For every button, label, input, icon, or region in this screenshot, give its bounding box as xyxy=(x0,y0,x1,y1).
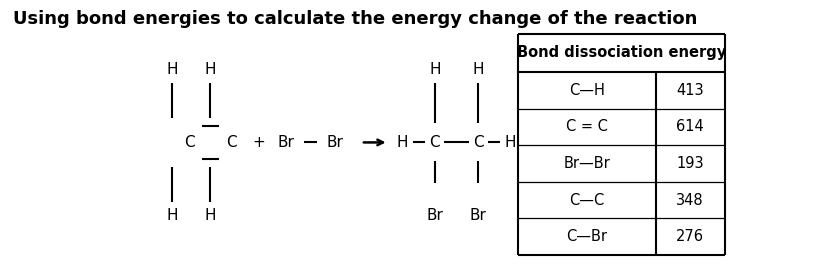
Text: 413: 413 xyxy=(676,83,704,98)
Text: H: H xyxy=(166,62,178,77)
Text: C—H: C—H xyxy=(569,83,605,98)
Text: H: H xyxy=(166,208,178,223)
Text: H: H xyxy=(505,135,517,150)
Text: H: H xyxy=(396,135,408,150)
Text: H: H xyxy=(429,62,440,77)
Text: H: H xyxy=(205,62,216,77)
Text: C = C: C = C xyxy=(565,119,607,134)
Text: C—C: C—C xyxy=(569,193,604,208)
Text: Br—Br: Br—Br xyxy=(564,156,610,171)
Text: +: + xyxy=(252,135,265,150)
Text: 276: 276 xyxy=(676,229,704,244)
Text: Br: Br xyxy=(427,208,444,223)
Text: Bond dissociation energy: Bond dissociation energy xyxy=(517,45,726,61)
Text: H: H xyxy=(473,62,484,77)
Text: C: C xyxy=(473,135,484,150)
Text: C: C xyxy=(429,135,440,150)
Text: C: C xyxy=(226,135,236,150)
Text: H: H xyxy=(205,208,216,223)
Text: Br: Br xyxy=(326,135,343,150)
Text: C: C xyxy=(185,135,195,150)
Text: 193: 193 xyxy=(676,156,704,171)
Text: C—Br: C—Br xyxy=(566,229,607,244)
Text: 614: 614 xyxy=(676,119,704,134)
Text: 348: 348 xyxy=(676,193,704,208)
Text: Br: Br xyxy=(278,135,295,150)
Text: Using bond energies to calculate the energy change of the reaction: Using bond energies to calculate the ene… xyxy=(13,10,697,27)
Text: Br: Br xyxy=(470,208,486,223)
